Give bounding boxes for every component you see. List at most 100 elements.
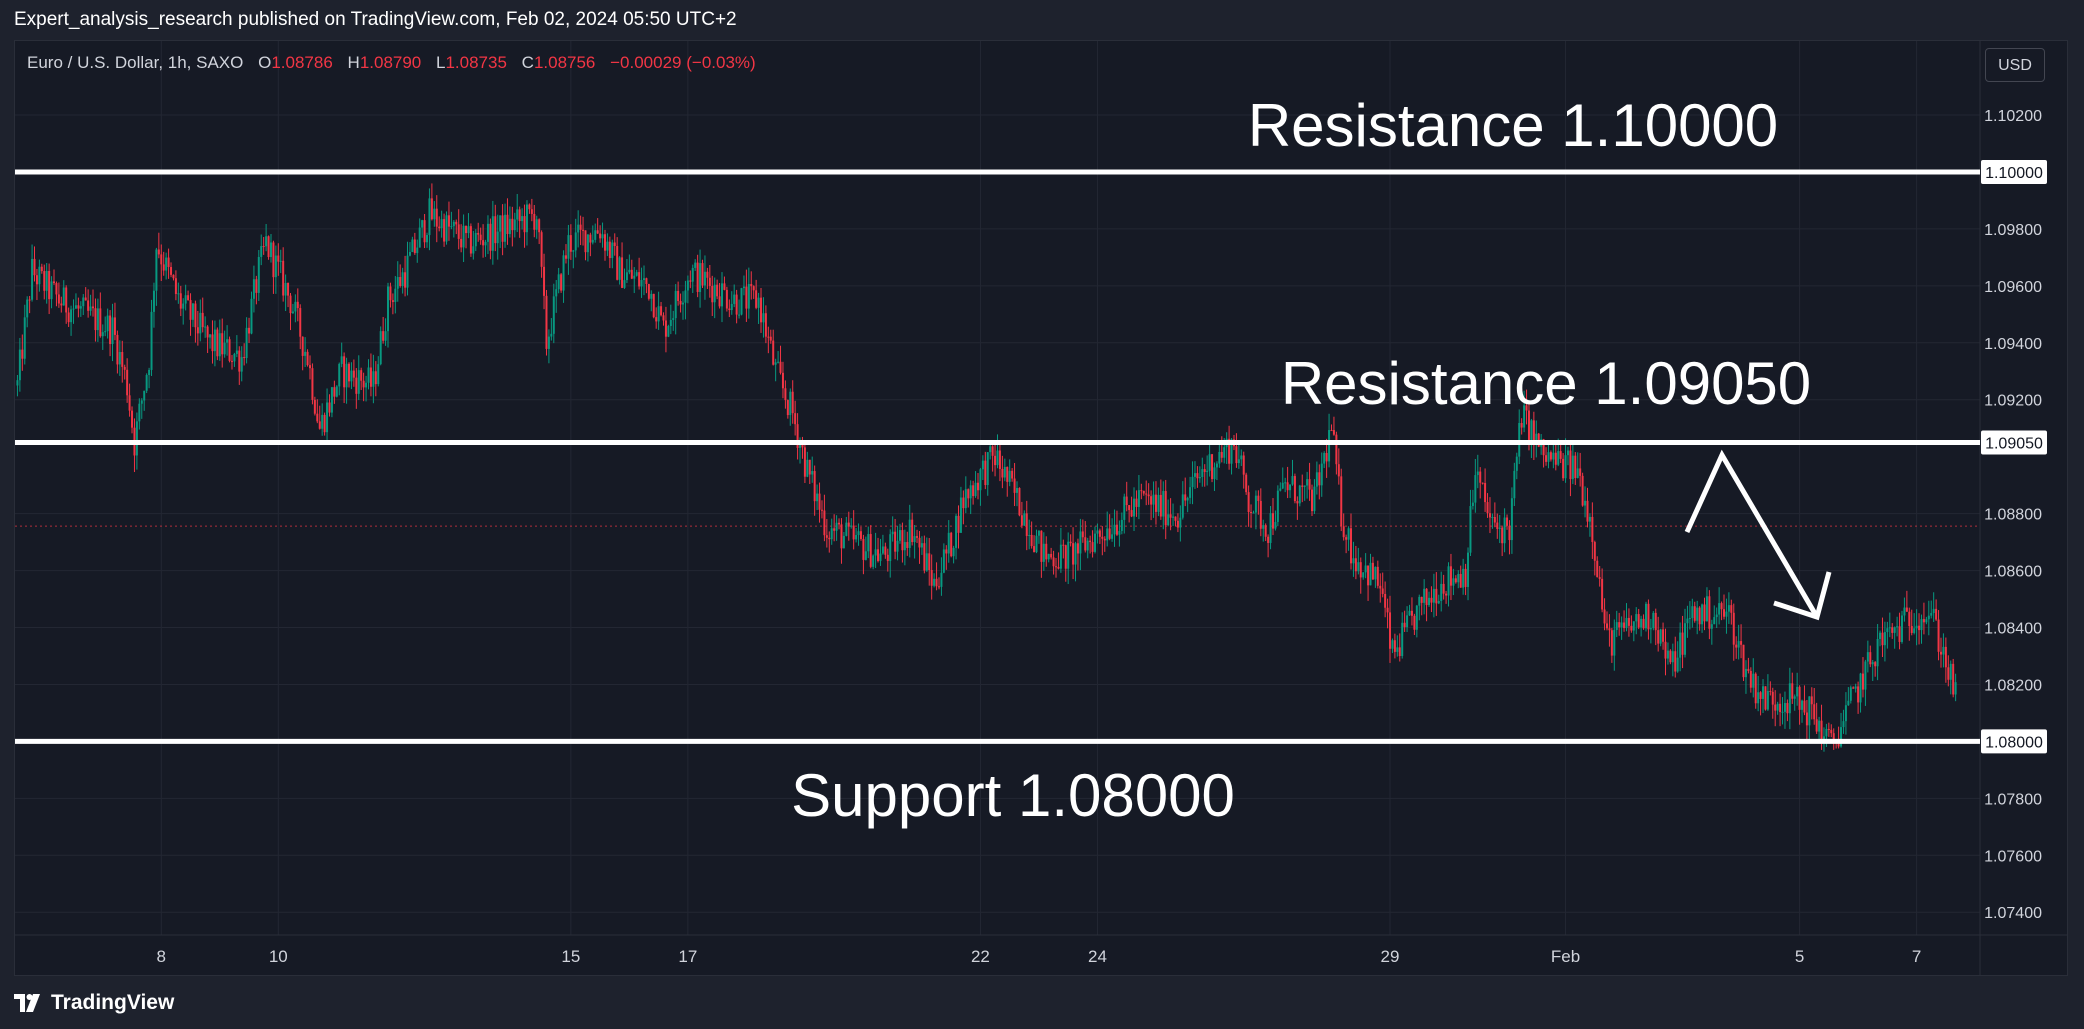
candle-body	[1337, 464, 1340, 477]
candle	[894, 518, 897, 560]
candle	[250, 291, 253, 335]
candle-body	[1264, 525, 1267, 537]
candle	[772, 329, 775, 366]
candle-body	[1103, 538, 1106, 541]
candle	[791, 380, 794, 424]
candle	[1613, 619, 1616, 671]
candle	[74, 293, 77, 309]
candle-body	[1632, 621, 1635, 631]
candle-body	[374, 371, 377, 385]
candle	[762, 297, 765, 338]
candle-body	[48, 270, 51, 300]
candle	[574, 218, 577, 258]
candle-body	[428, 198, 431, 236]
candle	[1040, 530, 1043, 578]
candle	[1386, 598, 1389, 629]
candle-body	[645, 278, 648, 285]
candle	[350, 362, 353, 390]
candle-body	[204, 326, 207, 328]
candle	[35, 268, 38, 301]
candle-body	[111, 317, 114, 345]
candle-body	[618, 257, 621, 280]
candle-body	[699, 263, 702, 292]
candle-body	[603, 234, 606, 251]
candle	[747, 267, 750, 319]
candle-body	[1618, 622, 1621, 628]
candle	[167, 248, 170, 279]
candle	[794, 400, 797, 436]
candle	[972, 480, 975, 505]
high-label: H	[347, 53, 360, 72]
candle-body	[33, 258, 36, 276]
candle	[406, 241, 409, 296]
candle-body	[230, 360, 233, 362]
candle-body	[1849, 687, 1852, 701]
candle	[1513, 462, 1516, 506]
candle	[696, 254, 699, 298]
currency-button[interactable]: USD	[1985, 48, 2045, 82]
candle-body	[126, 369, 129, 396]
candle	[945, 545, 948, 570]
candle	[318, 405, 321, 430]
candle	[657, 291, 660, 330]
candle-body	[1279, 488, 1282, 491]
candle	[428, 188, 431, 251]
candle-body	[752, 286, 755, 291]
candle	[1096, 523, 1099, 544]
candle-body	[77, 305, 80, 309]
candle	[118, 340, 121, 376]
candle	[148, 367, 151, 389]
candle	[211, 320, 214, 364]
candle-body	[1879, 632, 1882, 639]
candle	[1308, 462, 1311, 501]
candle-body	[1147, 494, 1150, 497]
candle-body	[533, 213, 536, 230]
candle	[1688, 601, 1691, 630]
candle	[333, 380, 336, 404]
candle	[1803, 685, 1806, 716]
candle	[282, 247, 285, 302]
candle-body	[703, 271, 706, 286]
candle	[1501, 525, 1504, 557]
candle	[1408, 604, 1411, 616]
candle-body	[70, 309, 73, 323]
candle-body	[1474, 475, 1477, 503]
candle	[1569, 442, 1572, 497]
candle	[1910, 609, 1913, 636]
close-label: C	[521, 53, 534, 72]
candle	[1103, 536, 1106, 552]
candle	[474, 229, 477, 252]
candle-body	[355, 377, 358, 394]
candle-body	[994, 455, 997, 466]
candle	[1310, 484, 1313, 516]
candle	[430, 183, 433, 221]
candle-body	[1886, 628, 1889, 633]
candle-body	[1513, 470, 1516, 499]
candle-body	[348, 363, 351, 382]
price-tick-label: 1.08400	[1984, 621, 2042, 638]
candle	[625, 259, 628, 284]
candle-body	[745, 286, 748, 309]
price-tick-label: 1.08600	[1984, 564, 2042, 581]
candle	[669, 304, 672, 335]
candle-body	[1547, 452, 1550, 462]
candle	[67, 307, 70, 327]
candle	[1791, 672, 1794, 704]
candle-body	[408, 251, 411, 256]
candle	[162, 251, 165, 276]
candle-body	[1320, 463, 1323, 486]
candle	[433, 201, 436, 227]
candle-body	[382, 331, 385, 341]
candle	[321, 403, 324, 436]
chart-area[interactable]	[14, 40, 2068, 976]
candle	[338, 362, 341, 396]
candle	[31, 244, 34, 302]
candle	[920, 536, 923, 555]
candle	[418, 218, 421, 248]
candle-body	[1771, 691, 1774, 705]
tradingview-logo[interactable]: TradingView	[14, 988, 174, 1018]
candle-body	[94, 308, 97, 331]
candle	[1008, 459, 1011, 487]
candle	[1754, 672, 1757, 709]
